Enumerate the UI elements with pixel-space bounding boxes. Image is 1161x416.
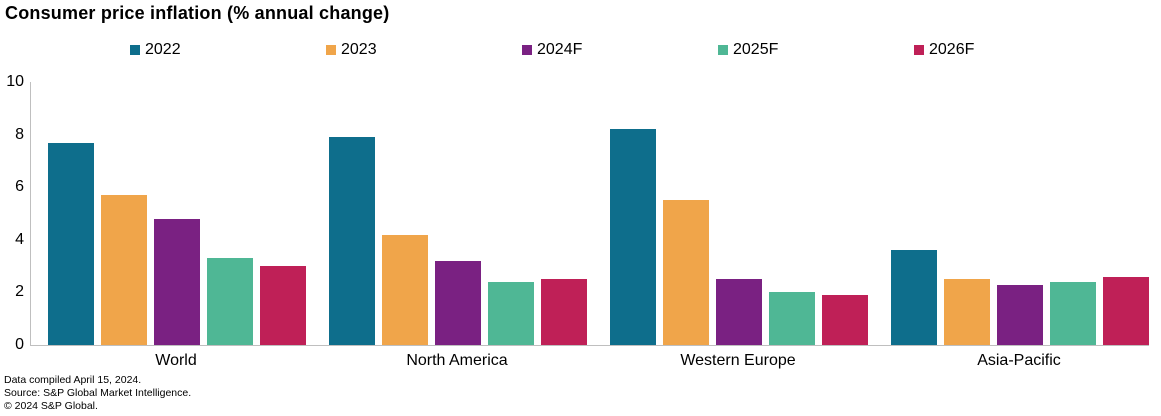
legend-swatch-2026f [914,45,924,55]
bar-north-america-2024f [435,260,481,345]
x-label-asia-pacific: Asia-Pacific [977,352,1061,369]
footer-compiled-date: Data compiled April 15, 2024. [4,374,142,386]
chart-legend: 2022 2023 2024F 2025F 2026F [130,41,1110,59]
bar-asia-pacific-2024f [997,284,1043,345]
bar-north-america-2023 [382,234,428,345]
y-tick-0: 0 [15,336,24,353]
legend-item-2023: 2023 [326,41,522,59]
chart-title: Consumer price inflation (% annual chang… [5,3,390,23]
legend-item-2025f: 2025F [718,41,914,59]
legend-label: 2025F [733,41,779,58]
x-label-world: World [155,352,197,369]
legend-label: 2024F [537,41,583,58]
bar-north-america-2025f [488,281,534,345]
footer-copyright: © 2024 S&P Global. [4,400,98,412]
y-tick-4: 4 [15,230,24,248]
bar-group-western-europe [610,129,868,345]
footer-notes: Data compiled April 15, 2024. Source: S&… [4,374,191,413]
bar-asia-pacific-2023 [944,279,990,345]
legend-item-2022: 2022 [130,41,326,59]
plot-area [30,82,1149,346]
bar-world-2022 [48,142,94,345]
legend-item-2026f: 2026F [914,41,1110,59]
bar-western-europe-2024f [716,279,762,345]
bar-groups [48,129,1149,345]
bar-asia-pacific-2025f [1050,281,1096,345]
x-label-north-america: North America [406,352,508,369]
bar-north-america-2022 [329,137,375,345]
footer-source: Source: S&P Global Market Intelligence. [4,387,192,399]
legend-label: 2026F [929,41,975,58]
y-tick-6: 6 [15,178,24,196]
legend-swatch-2022 [130,45,140,55]
bar-group-north-america [329,137,587,345]
legend-swatch-2024f [522,45,532,55]
legend-swatch-2025f [718,45,728,55]
legend-label: 2023 [341,41,377,58]
bar-north-america-2026f [541,279,587,345]
legend-swatch-2023 [326,45,336,55]
x-axis-labels: World North America Western Europe Asia-Pac… [47,352,1148,370]
x-label-western-europe: Western Europe [680,352,796,369]
bar-world-2025f [207,258,253,345]
y-tick-2: 2 [15,283,24,301]
bar-group-asia-pacific [891,250,1149,345]
bar-asia-pacific-2022 [891,250,937,345]
bar-western-europe-2025f [769,292,815,345]
y-tick-10: 10 [6,73,24,90]
y-tick-8: 8 [15,125,24,143]
bar-world-2026f [260,266,306,345]
legend-label: 2022 [145,41,181,58]
bar-western-europe-2023 [663,200,709,345]
bar-group-world [48,142,306,345]
bar-world-2023 [101,195,147,345]
bar-western-europe-2026f [822,295,868,345]
legend-item-2024f: 2024F [522,41,718,59]
bar-world-2024f [154,218,200,345]
bar-western-europe-2022 [610,129,656,345]
bar-asia-pacific-2026f [1103,276,1149,345]
